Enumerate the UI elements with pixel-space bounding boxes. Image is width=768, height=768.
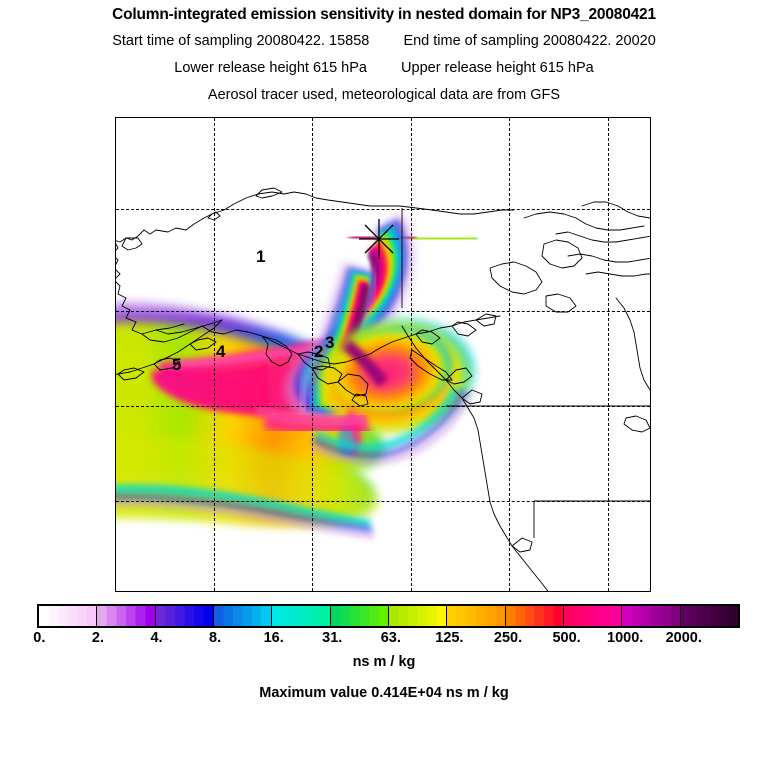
start-time-label: Start time of sampling 20080422. 15858 [112, 33, 370, 49]
release-point-marker [359, 219, 399, 259]
colorbar-tick-label: 4. [150, 630, 163, 646]
colorbar[interactable] [37, 604, 740, 628]
gridline-horizontal [116, 501, 650, 502]
page-title: Column-integrated emission sensitivity i… [112, 6, 656, 23]
colorbar-segment[interactable] [39, 606, 98, 626]
colorbar-segment[interactable] [622, 606, 681, 626]
trajectory-label-2: 2 [314, 342, 324, 361]
colorbar-segment[interactable] [388, 606, 448, 626]
colorbar-segment[interactable] [330, 606, 389, 626]
colorbar-tick-label: 1000. [607, 630, 644, 646]
emission-sensitivity-plume [116, 213, 477, 539]
gridline-vertical [509, 118, 510, 591]
map-inner: 1 2 3 4 5 [116, 118, 650, 591]
colorbar-segment[interactable] [505, 606, 564, 626]
colorbar-tick-label: 250. [493, 630, 523, 646]
gridline-horizontal [116, 406, 650, 407]
release-height-row: Lower release height 615 hPa Upper relea… [0, 60, 768, 76]
tracer-meteorology-label: Aerosol tracer used, meteorological data… [207, 87, 561, 103]
gridline-horizontal [116, 209, 650, 210]
colorbar-tick-label: 31. [322, 630, 343, 646]
maximum-value-label: Maximum value 0.414E+04 ns m / kg [259, 685, 509, 701]
colorbar-tick-label: 0. [33, 630, 46, 646]
trajectory-label-3: 3 [325, 333, 335, 352]
sampling-time-row: Start time of sampling 20080422. 15858 E… [0, 33, 768, 49]
colorbar-segment[interactable] [155, 606, 214, 626]
trajectory-label-4: 4 [216, 342, 226, 361]
colorbar-tick-label: 16. [263, 630, 284, 646]
gridline-vertical [608, 118, 609, 591]
colorbar-tick-labels: 0. 2. 4. 8. 16. 31. 63. 125. 250. 500. 1000. 2000. [0, 630, 768, 650]
trajectory-label-5: 5 [172, 355, 182, 374]
colorbar-segment[interactable] [447, 606, 506, 626]
gridline-horizontal [116, 311, 650, 312]
colorbar-segment[interactable] [563, 606, 623, 626]
gridline-vertical [214, 118, 215, 591]
lower-release-height-label: Lower release height 615 hPa [174, 60, 367, 76]
colorbar-tick-label: 125. [435, 630, 464, 646]
upper-release-height-label: Upper release height 615 hPa [401, 60, 594, 76]
colorbar-tick-label: 2000. [665, 630, 702, 646]
trajectory-label-1: 1 [256, 247, 266, 266]
colorbar-segment[interactable] [272, 606, 331, 626]
coastline-overlay [116, 187, 650, 591]
colorbar-tick-label: 8. [209, 630, 222, 646]
colorbar-tick-label: 500. [552, 630, 581, 646]
end-time-label: End time of sampling 20080422. 20020 [403, 33, 656, 49]
colorbar-segment[interactable] [680, 606, 738, 626]
colorbar-tick-label: 63. [380, 630, 401, 646]
gridline-vertical [312, 118, 313, 591]
gridline-vertical [411, 118, 412, 591]
colorbar-tick-label: 2. [91, 630, 104, 646]
colorbar-segment[interactable] [213, 606, 273, 626]
map-plot-area[interactable]: 1 2 3 4 5 [115, 117, 651, 592]
colorbar-unit-label: ns m / kg [352, 654, 416, 670]
colorbar-segment[interactable] [97, 606, 156, 626]
